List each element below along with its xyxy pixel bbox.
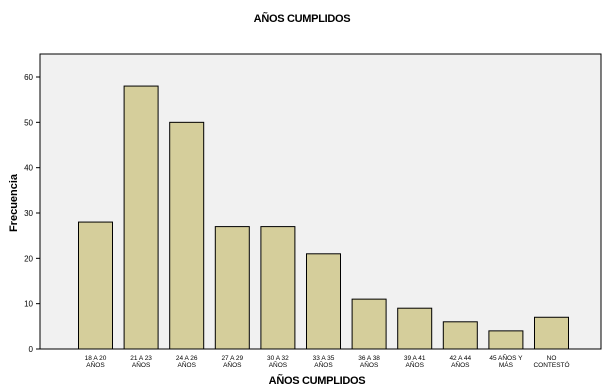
bar (351, 298, 387, 350)
y-axis-label: Frecuencia (8, 173, 20, 232)
y-tick-label: 20 (24, 254, 33, 263)
x-tick-label-line: 18 A 20 (85, 355, 107, 362)
bar (488, 330, 524, 350)
x-tick-label: 24 A 26 AÑOS (176, 355, 198, 369)
y-tick-label: 10 (24, 300, 33, 309)
x-tick-label: 39 A 41 AÑOS (404, 355, 426, 369)
x-tick-label-line: 45 AÑOS Y (489, 353, 523, 362)
x-tick-label: 42 A 44 AÑOS (449, 355, 471, 369)
bars-group (78, 85, 569, 350)
y-tick-label: 30 (24, 209, 33, 218)
x-tick-label: 27 A 29 AÑOS (221, 355, 243, 369)
x-tick-label: 33 A 35 AÑOS (313, 355, 335, 369)
x-tick-label: 21 A 23 AÑOS (130, 355, 152, 369)
x-tick-label-line: AÑOS (360, 360, 379, 369)
x-tick-label: 30 A 32 AÑOS (267, 355, 289, 369)
x-tick-label-line: 36 A 38 (358, 355, 380, 362)
x-tick-label-line: NO (547, 355, 557, 362)
bar (397, 307, 433, 350)
bar (534, 316, 569, 350)
x-tick-label-line: MÁS (499, 360, 514, 369)
bar (78, 221, 113, 350)
y-tick-label: 40 (24, 164, 33, 173)
bar (306, 253, 341, 350)
x-tick-label: 18 A 20 AÑOS (85, 355, 107, 369)
x-tick-label-line: CONTESTÓ (533, 360, 569, 369)
x-tick-label-line: 39 A 41 (404, 355, 426, 362)
bar (442, 321, 478, 350)
chart-title: AÑOS CUMPLIDOS (254, 12, 351, 25)
y-tick-label: 60 (24, 73, 33, 82)
x-tick-label-line: AÑOS (132, 360, 151, 369)
x-tick-label: NO CONTESTÓ (533, 355, 569, 369)
x-tick-label-line: 24 A 26 (176, 355, 198, 362)
x-tick-label-line: AÑOS (86, 360, 105, 369)
x-tick-label-line: 27 A 29 (221, 355, 243, 362)
y-axis: 0 10 20 30 40 50 60 (24, 54, 41, 354)
x-tick-label-line: 21 A 23 (130, 355, 152, 362)
x-tick-label-line: AÑOS (451, 360, 470, 369)
bar (260, 226, 296, 350)
x-tick-label-line: 42 A 44 (449, 355, 471, 362)
x-tick-label-line: AÑOS (269, 360, 288, 369)
x-tick-label-line: AÑOS (177, 360, 196, 369)
x-tick-label: 36 A 38 AÑOS (358, 355, 380, 369)
x-tick-label-line: AÑOS (405, 360, 424, 369)
bar (214, 226, 250, 350)
x-tick-label-line: 33 A 35 (313, 355, 335, 362)
bar (123, 85, 159, 350)
x-axis-label: AÑOS CUMPLIDOS (269, 374, 366, 387)
x-tick-label-line: 30 A 32 (267, 355, 289, 362)
x-tick-label-line: AÑOS (314, 360, 333, 369)
bar (169, 121, 205, 350)
y-tick-label: 50 (24, 118, 33, 127)
y-tick-label: 0 (29, 345, 34, 354)
x-tick-label-line: AÑOS (223, 360, 242, 369)
x-tick-label: 45 AÑOS Y MÁS (489, 353, 523, 369)
